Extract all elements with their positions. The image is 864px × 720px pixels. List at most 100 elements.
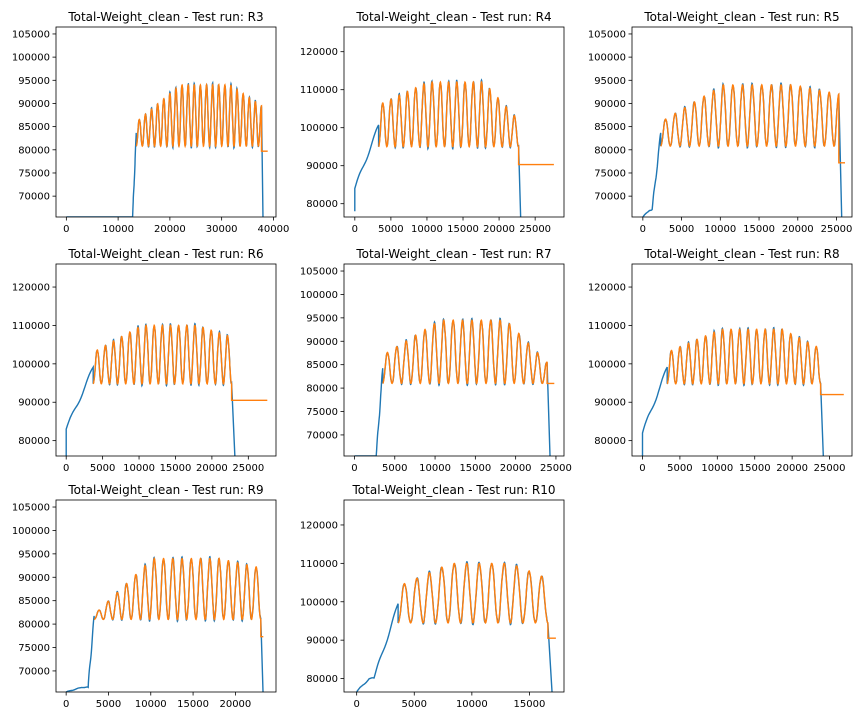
subplot-5: Total-Weight_clean - Test run: R7 0 5000 10… <box>300 247 572 474</box>
y-tick-label: 75000 <box>306 407 338 418</box>
y-tick-label: 120000 <box>12 283 50 294</box>
x-tick-label: 15000 <box>177 699 209 710</box>
axes-frame <box>343 499 565 693</box>
x-tick-label: 15000 <box>160 463 192 474</box>
x-tick-label: 15000 <box>739 463 771 474</box>
x-tick-label: 30000 <box>206 224 238 235</box>
x-tick-label: 15000 <box>743 224 775 235</box>
subplot-title: Total-Weight_clean - Test run: R5 <box>643 10 839 24</box>
subplot-6: Total-Weight_clean - Test run: R8 0 5000 10… <box>588 247 853 474</box>
subplot-1: Total-Weight_clean - Test run: R3 0 10000 2… <box>12 10 290 235</box>
raw-weight-line <box>356 561 553 692</box>
y-tick-label: 75000 <box>18 168 50 179</box>
y-tick-label: 80000 <box>594 145 626 156</box>
clean-weight-line <box>92 323 268 401</box>
subplot-title: Total-Weight_clean - Test run: R7 <box>355 247 551 261</box>
x-tick-label: 5000 <box>378 224 403 235</box>
x-tick-label: 0 <box>640 224 646 235</box>
clean-weight-line <box>666 327 844 396</box>
y-tick-label: 95000 <box>306 313 338 324</box>
x-tick-label: 0 <box>63 463 69 474</box>
x-tick-label: 0 <box>63 224 69 235</box>
y-tick-label: 70000 <box>18 192 50 203</box>
clean-weight-line <box>135 82 268 152</box>
y-tick-label: 105000 <box>300 267 338 278</box>
x-tick-label: 15000 <box>514 699 546 710</box>
x-tick-label: 20000 <box>196 463 228 474</box>
y-tick-label: 100000 <box>12 53 50 64</box>
y-tick-label: 90000 <box>18 398 50 409</box>
axes-frame <box>631 263 853 457</box>
raw-weight-line <box>354 78 522 217</box>
clean-weight-line <box>382 318 555 385</box>
subplot-4: Total-Weight_clean - Test run: R6 0 5000 10… <box>12 247 277 474</box>
y-tick-label: 85000 <box>18 122 50 133</box>
raw-weight-line <box>354 317 551 456</box>
subplot-8: Total-Weight_clean - Test run: R10 0 5000 1… <box>300 483 565 710</box>
y-tick-label: 90000 <box>18 573 50 584</box>
clean-weight-line <box>660 83 845 164</box>
y-tick-label: 85000 <box>18 596 50 607</box>
y-tick-label: 95000 <box>18 549 50 560</box>
y-tick-label: 100000 <box>588 359 626 370</box>
subplot-title: Total-Weight_clean - Test run: R3 <box>67 10 263 24</box>
clean-weight-line <box>378 80 554 166</box>
x-tick-label: 10000 <box>456 699 488 710</box>
subplot-title: Total-Weight_clean - Test run: R6 <box>67 247 263 261</box>
x-tick-label: 15000 <box>459 463 491 474</box>
y-tick-label: 90000 <box>306 337 338 348</box>
x-tick-label: 10000 <box>704 224 736 235</box>
axes-frame <box>55 26 277 218</box>
subplot-2: Total-Weight_clean - Test run: R4 0 5000 10… <box>300 10 565 235</box>
x-tick-label: 40000 <box>258 224 290 235</box>
x-tick-label: 10000 <box>102 224 134 235</box>
axes-frame <box>55 499 277 693</box>
y-tick-label: 80000 <box>18 436 50 447</box>
subplot-title: Total-Weight_clean - Test run: R8 <box>643 247 839 261</box>
x-tick-label: 10000 <box>123 463 155 474</box>
y-tick-label: 75000 <box>594 168 626 179</box>
y-tick-label: 120000 <box>588 283 626 294</box>
x-tick-label: 0 <box>352 224 358 235</box>
y-tick-label: 90000 <box>18 99 50 110</box>
y-tick-label: 80000 <box>306 199 338 210</box>
x-tick-label: 0 <box>351 463 357 474</box>
y-tick-label: 105000 <box>588 29 626 40</box>
y-tick-label: 110000 <box>588 321 626 332</box>
y-tick-label: 120000 <box>300 47 338 58</box>
clean-weight-line <box>397 562 556 639</box>
y-tick-label: 90000 <box>594 398 626 409</box>
x-tick-label: 5000 <box>669 224 694 235</box>
x-tick-label: 5000 <box>402 699 427 710</box>
axes-frame <box>343 26 565 218</box>
y-tick-label: 70000 <box>594 192 626 203</box>
y-tick-label: 100000 <box>12 526 50 537</box>
y-tick-label: 80000 <box>306 384 338 395</box>
y-tick-label: 100000 <box>300 597 338 608</box>
x-tick-label: 25000 <box>519 224 551 235</box>
subplot-title: Total-Weight_clean - Test run: R4 <box>355 10 551 24</box>
y-tick-label: 95000 <box>594 76 626 87</box>
x-tick-label: 25000 <box>821 224 853 235</box>
y-tick-label: 90000 <box>306 636 338 647</box>
axes-frame <box>631 26 853 218</box>
y-tick-label: 110000 <box>300 559 338 570</box>
x-tick-label: 20000 <box>500 463 532 474</box>
y-tick-label: 85000 <box>306 360 338 371</box>
y-tick-label: 100000 <box>588 53 626 64</box>
y-tick-label: 85000 <box>594 122 626 133</box>
y-tick-label: 80000 <box>18 620 50 631</box>
y-tick-label: 110000 <box>300 85 338 96</box>
x-tick-label: 5000 <box>667 463 692 474</box>
y-tick-label: 100000 <box>300 290 338 301</box>
y-tick-label: 80000 <box>594 436 626 447</box>
axes-frame <box>343 263 565 457</box>
y-tick-label: 95000 <box>18 76 50 87</box>
x-tick-label: 5000 <box>382 463 407 474</box>
subplot-7: Total-Weight_clean - Test run: R9 0 5000 10… <box>12 483 277 710</box>
y-tick-label: 110000 <box>12 321 50 332</box>
axes-frame <box>55 263 277 457</box>
subplot-3: Total-Weight_clean - Test run: R5 0 5000 10… <box>588 10 853 235</box>
x-tick-label: 10000 <box>411 224 443 235</box>
